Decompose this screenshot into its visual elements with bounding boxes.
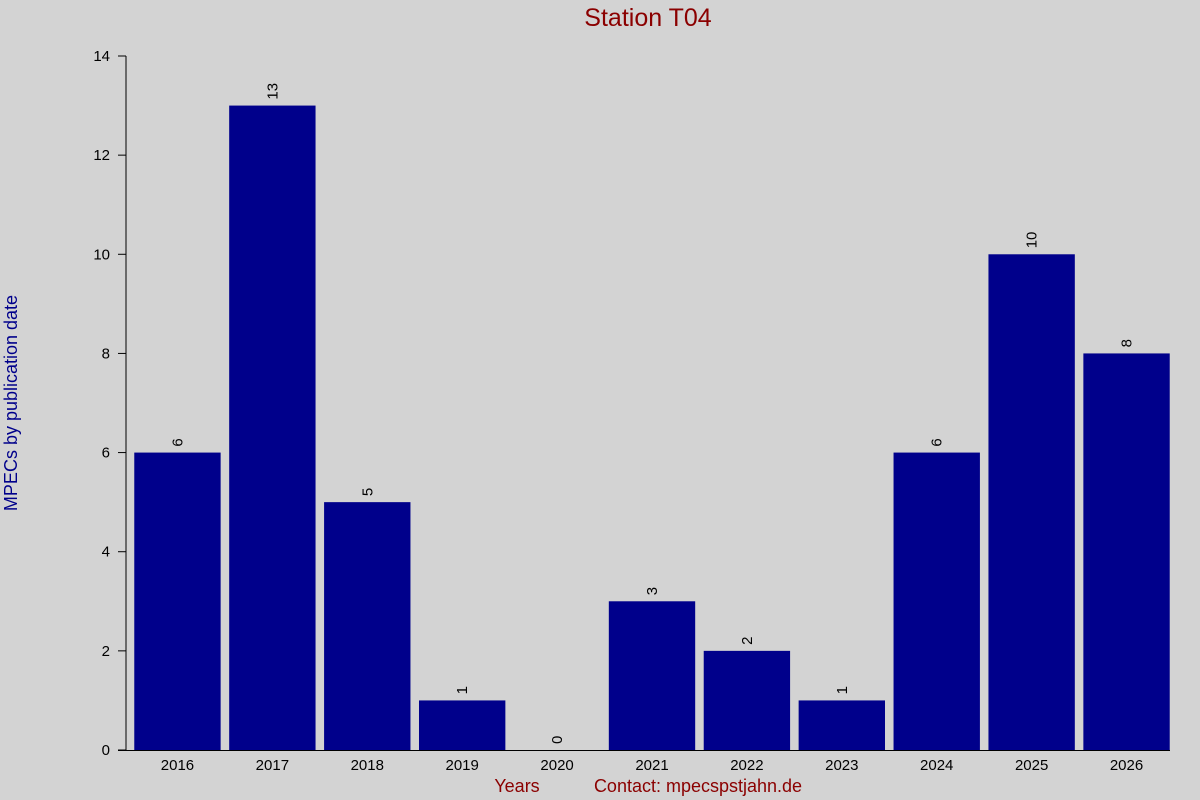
value-label: 0 xyxy=(549,736,566,744)
value-label: 3 xyxy=(644,587,661,595)
y-tick-label: 10 xyxy=(93,246,110,263)
y-tick-label: 6 xyxy=(102,445,110,462)
value-label: 2 xyxy=(739,637,756,645)
value-label: 6 xyxy=(169,438,186,446)
value-label: 6 xyxy=(929,438,946,446)
value-label: 10 xyxy=(1024,232,1041,249)
x-tick-label: 2023 xyxy=(825,757,858,774)
bar xyxy=(418,700,506,750)
bar xyxy=(324,502,411,750)
bar xyxy=(988,254,1075,751)
x-tick-label: 2022 xyxy=(730,757,763,774)
y-tick-label: 4 xyxy=(102,544,110,561)
value-label: 8 xyxy=(1119,339,1136,347)
y-tick-label: 8 xyxy=(102,345,110,362)
y-tick-label: 0 xyxy=(102,742,110,759)
value-label: 1 xyxy=(454,686,471,694)
y-tick-label: 2 xyxy=(102,643,110,660)
bar xyxy=(134,452,221,750)
chart-title: Station T04 xyxy=(584,4,712,32)
x-tick-label: 2024 xyxy=(920,757,953,774)
x-tick-label: 2018 xyxy=(351,757,384,774)
bar xyxy=(608,601,696,750)
bar xyxy=(893,452,980,750)
annotation: Contact: mpecspstjahn.de xyxy=(594,776,802,796)
bar xyxy=(703,650,791,750)
y-tick-label: 12 xyxy=(93,147,110,164)
value-label: 1 xyxy=(834,686,851,694)
bar xyxy=(798,700,886,750)
x-tick-label: 2019 xyxy=(445,757,478,774)
bar xyxy=(229,105,316,751)
x-tick-label: 2016 xyxy=(161,757,194,774)
y-tick-label: 14 xyxy=(93,48,110,65)
value-label: 13 xyxy=(264,83,281,100)
bar xyxy=(1083,353,1170,750)
x-tick-label: 2025 xyxy=(1015,757,1048,774)
x-tick-label: 2026 xyxy=(1110,757,1143,774)
x-tick-label: 2017 xyxy=(256,757,289,774)
x-tick-label: 2020 xyxy=(540,757,573,774)
value-label: 5 xyxy=(359,488,376,496)
y-axis-label: MPECs by publication date xyxy=(1,295,21,511)
x-tick-label: 2021 xyxy=(635,757,668,774)
x-axis-label: Years xyxy=(494,776,539,796)
